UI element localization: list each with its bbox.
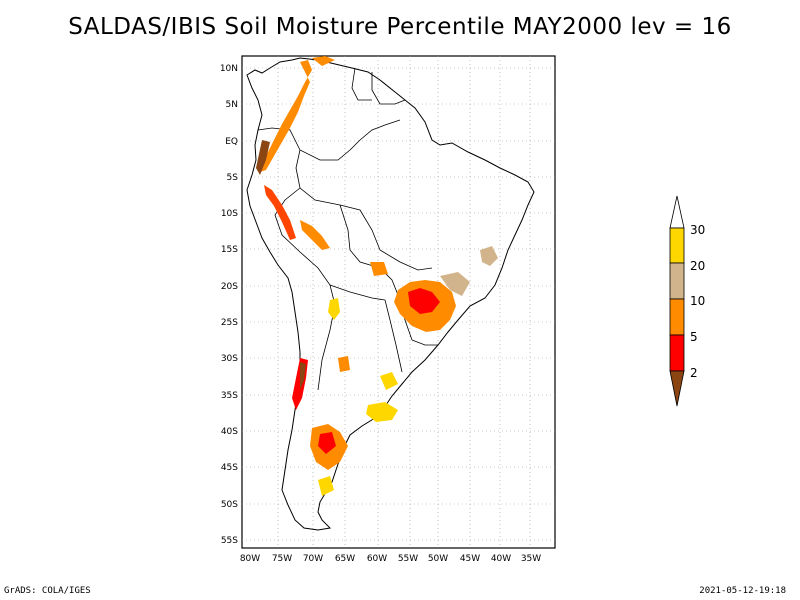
percentile-patches (256, 56, 498, 496)
lon-label: 50W (428, 554, 448, 564)
lat-label: EQ (225, 137, 238, 147)
lat-ticks: 10N 5N EQ 5S 10S 15S 20S 25S 30S 35S 40S… (220, 64, 238, 546)
lon-label: 60W (367, 554, 387, 564)
brazil-se-tan (440, 272, 470, 296)
lat-label: 40S (221, 427, 238, 437)
colorbar-segment-30 (669, 227, 685, 264)
bolivia-band (300, 220, 330, 250)
lon-label: 70W (303, 554, 323, 564)
colorbar-segment-20 (669, 262, 685, 300)
lat-label: 5N (226, 100, 238, 110)
andes-north-band (260, 60, 312, 172)
colorbar-top-arrow (669, 195, 685, 229)
uruguay-patch (380, 372, 398, 390)
footer-timestamp: 2021-05-12-19:18 (699, 586, 786, 596)
map-frame (241, 55, 556, 549)
lon-label: 80W (240, 554, 260, 564)
argentina-patagonia (318, 476, 334, 496)
lat-label: 10N (220, 64, 238, 74)
lon-label: 75W (272, 554, 292, 564)
lat-label: 30S (221, 354, 238, 364)
colorbar-label: 30 (690, 223, 705, 237)
lat-label: 10S (221, 209, 238, 219)
colorbar-label: 5 (690, 330, 698, 344)
footer-credit: GrADS: COLA/IGES (4, 586, 91, 596)
lat-label: 15S (221, 245, 238, 255)
coastline (246, 57, 535, 531)
lat-label: 55S (221, 536, 238, 546)
lon-label: 35W (521, 554, 541, 564)
venezuela-patch (312, 56, 335, 66)
colorbar-bottom-arrow (669, 370, 685, 407)
colorbar-label: 2 (690, 366, 698, 380)
andes-yellow-band (328, 298, 340, 320)
lon-label: 45W (460, 554, 480, 564)
peru-band (264, 185, 296, 240)
colorbar-label: 10 (690, 294, 705, 308)
lat-label: 35S (221, 391, 238, 401)
lon-label: 65W (335, 554, 355, 564)
colorbar-segment-10 (669, 298, 685, 336)
lat-label: 20S (221, 282, 238, 292)
lon-label: 55W (398, 554, 418, 564)
map-title: SALDAS/IBIS Soil Moisture Percentile MAY… (68, 14, 732, 40)
brazil-se-red (408, 288, 440, 314)
argentina-south-red (318, 432, 336, 454)
argentina-north (338, 356, 350, 372)
brazil-east-tan (480, 246, 498, 266)
colorbar-segment-5 (669, 334, 685, 372)
country-borders (257, 67, 438, 391)
lat-label: 25S (221, 318, 238, 328)
lon-ticks: 80W 75W 70W 65W 60W 55W 50W 45W 40W 35W (240, 554, 541, 564)
lon-label: 40W (491, 554, 511, 564)
colorbar-label: 20 (690, 259, 705, 273)
lat-label: 50S (221, 500, 238, 510)
argentina-central (366, 402, 398, 422)
lat-label: 45S (221, 463, 238, 473)
chile-core (300, 362, 306, 390)
colorbar: 30 20 10 5 2 (669, 195, 705, 407)
lat-label: 5S (227, 173, 239, 183)
bolivia-tan (370, 262, 388, 276)
andes-north-core (256, 140, 270, 175)
